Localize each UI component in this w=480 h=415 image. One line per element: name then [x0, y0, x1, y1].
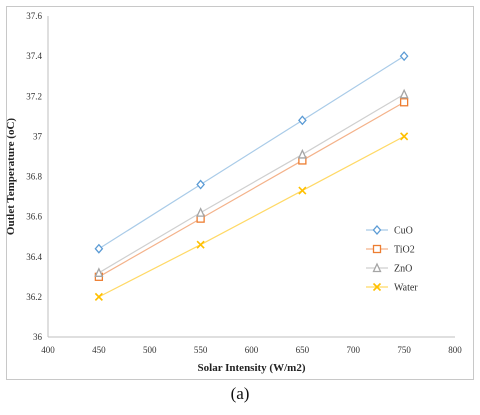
- data-point-water: [196, 240, 205, 249]
- y-tick-label: 36: [33, 332, 43, 342]
- series-line-tio2: [98, 101, 405, 278]
- series-line-cuo: [98, 55, 405, 250]
- legend-marker-water: [372, 282, 382, 292]
- y-tick-label: 37.2: [26, 91, 42, 101]
- x-tick-label: 750: [397, 345, 411, 355]
- y-tick-label: 37.4: [26, 51, 42, 61]
- x-axis-title: Solar Intensity (W/m2): [198, 362, 306, 374]
- legend-label-zno: ZnO: [394, 264, 412, 275]
- legend-marker-zno: [372, 262, 382, 273]
- series-line-zno: [98, 93, 405, 274]
- data-point-zno: [297, 148, 307, 159]
- data-point-zno: [94, 267, 104, 277]
- data-point-cuo: [298, 115, 307, 126]
- x-tick-label: 400: [41, 345, 55, 355]
- y-tick-label: 36.6: [26, 212, 42, 222]
- data-point-cuo: [94, 243, 104, 254]
- data-point-tio2: [399, 98, 409, 107]
- y-tick-label: 37.6: [26, 11, 42, 21]
- x-tick-label: 800: [448, 345, 462, 355]
- line-chart: 400 450 500 550 600 650 700 750 800 36 36.2 36.4 36.…: [5, 11, 462, 374]
- y-tick-label: 36.4: [26, 252, 42, 262]
- figure-caption: (a): [230, 384, 250, 403]
- legend-label-water: Water: [394, 283, 418, 294]
- data-point-water: [400, 132, 409, 141]
- chart-frame: [6, 6, 474, 380]
- y-tick-label: 37: [33, 131, 43, 141]
- legend-label-tio2: TiO2: [394, 245, 415, 256]
- x-tick-label: 700: [347, 345, 361, 355]
- legend-marker-cuo: [372, 225, 382, 235]
- data-point-water: [298, 186, 307, 195]
- legend-label-cuo: CuO: [394, 226, 413, 237]
- data-point-zno: [399, 88, 409, 99]
- y-tick-label: 36.2: [26, 292, 42, 302]
- x-tick-label: 600: [245, 345, 259, 355]
- series-line-water: [98, 135, 405, 298]
- data-point-cuo: [399, 51, 409, 62]
- y-tick-label: 36.8: [26, 172, 42, 182]
- legend-marker-tio2: [372, 244, 382, 254]
- x-tick-label: 450: [92, 345, 106, 355]
- y-axis-title: Outlet Temperature (oC): [5, 118, 17, 235]
- x-tick-label: 500: [143, 345, 157, 355]
- x-tick-label: 550: [194, 345, 208, 355]
- x-tick-label: 650: [296, 345, 310, 355]
- data-point-cuo: [196, 179, 205, 190]
- data-point-water: [94, 292, 103, 301]
- data-point-zno: [196, 207, 206, 217]
